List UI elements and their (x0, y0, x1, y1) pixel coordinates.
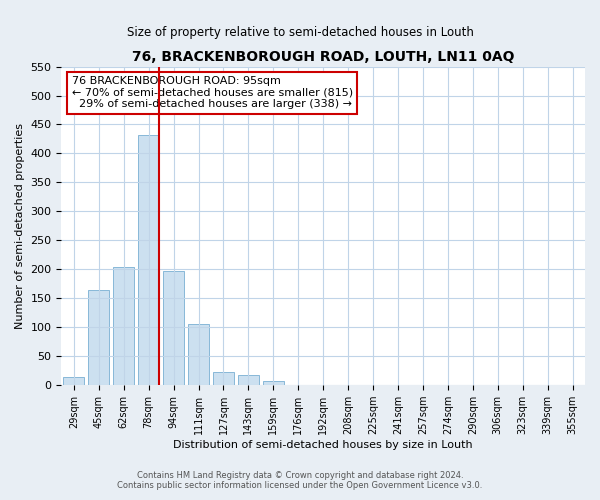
Bar (188, 324, 209, 385)
Bar (88, 290, 109, 385)
Bar (412, 384, 434, 385)
Bar (338, 384, 359, 385)
Bar (313, 384, 334, 385)
X-axis label: Distribution of semi-detached houses by size in Louth: Distribution of semi-detached houses by … (173, 440, 473, 450)
Bar (138, 135, 159, 385)
Bar (63, 376, 85, 385)
Bar (562, 384, 583, 385)
Bar (287, 384, 309, 385)
Bar (263, 381, 284, 385)
Bar (163, 271, 184, 385)
Text: Size of property relative to semi-detached houses in Louth: Size of property relative to semi-detach… (127, 26, 473, 39)
Bar (238, 375, 259, 385)
Title: 76, BRACKENBOROUGH ROAD, LOUTH, LN11 0AQ: 76, BRACKENBOROUGH ROAD, LOUTH, LN11 0AQ (132, 50, 514, 64)
Text: Contains HM Land Registry data © Crown copyright and database right 2024.
Contai: Contains HM Land Registry data © Crown c… (118, 470, 482, 490)
Y-axis label: Number of semi-detached properties: Number of semi-detached properties (15, 123, 25, 329)
Text: 76 BRACKENBOROUGH ROAD: 95sqm
← 70% of semi-detached houses are smaller (815)
  : 76 BRACKENBOROUGH ROAD: 95sqm ← 70% of s… (72, 76, 353, 110)
Bar (113, 267, 134, 385)
Bar (213, 372, 234, 385)
